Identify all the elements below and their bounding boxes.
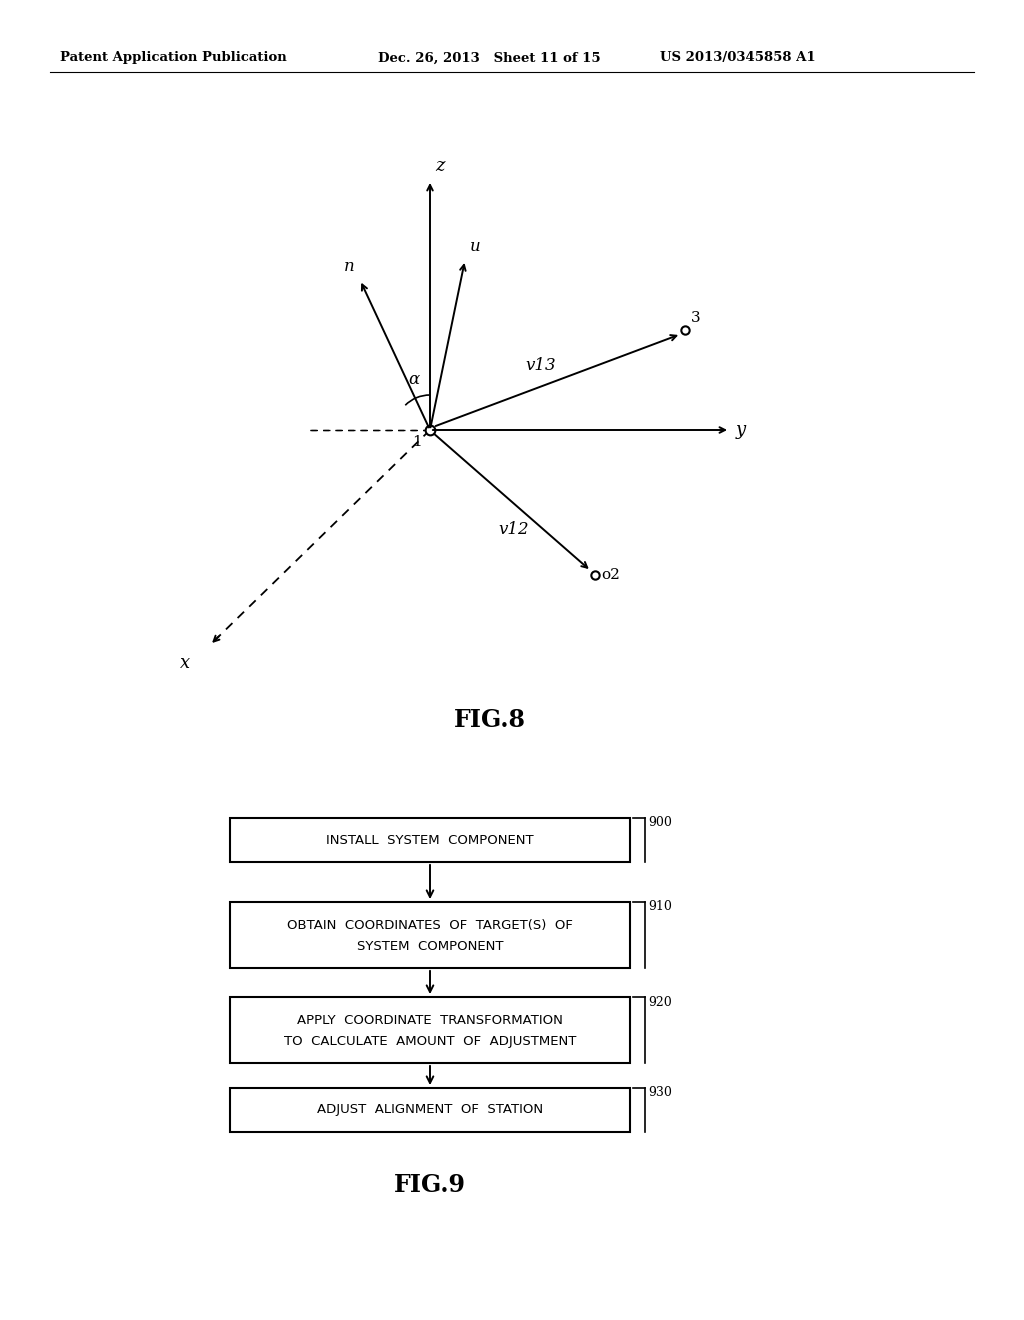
Bar	[230, 997, 630, 1063]
Text: FIG.8: FIG.8	[454, 708, 526, 733]
Text: x: x	[180, 653, 190, 672]
Text: o2: o2	[601, 568, 620, 582]
Text: 920: 920	[648, 995, 672, 1008]
Text: v13: v13	[525, 356, 556, 374]
Bar	[230, 1088, 630, 1133]
Text: Patent Application Publication: Patent Application Publication	[60, 51, 287, 65]
Text: n: n	[344, 257, 355, 275]
Text: APPLY  COORDINATE  TRANSFORMATION: APPLY COORDINATE TRANSFORMATION	[297, 1014, 563, 1027]
Text: 910: 910	[648, 900, 672, 913]
Text: FIG.9: FIG.9	[394, 1173, 466, 1197]
Text: US 2013/0345858 A1: US 2013/0345858 A1	[660, 51, 816, 65]
Text: 900: 900	[648, 817, 672, 829]
Text: v12: v12	[498, 521, 528, 539]
Text: TO  CALCULATE  AMOUNT  OF  ADJUSTMENT: TO CALCULATE AMOUNT OF ADJUSTMENT	[284, 1035, 577, 1048]
Bar	[230, 902, 630, 968]
Text: SYSTEM  COMPONENT: SYSTEM COMPONENT	[356, 940, 503, 953]
Bar	[230, 818, 630, 862]
Text: y: y	[736, 421, 746, 440]
Text: INSTALL  SYSTEM  COMPONENT: INSTALL SYSTEM COMPONENT	[327, 833, 534, 846]
Text: 1: 1	[413, 436, 422, 449]
Text: ADJUST  ALIGNMENT  OF  STATION: ADJUST ALIGNMENT OF STATION	[317, 1104, 543, 1117]
Text: 3: 3	[691, 312, 700, 325]
Text: u: u	[470, 238, 480, 255]
Text: 930: 930	[648, 1086, 672, 1100]
Text: OBTAIN  COORDINATES  OF  TARGET(S)  OF: OBTAIN COORDINATES OF TARGET(S) OF	[287, 919, 573, 932]
Text: Dec. 26, 2013   Sheet 11 of 15: Dec. 26, 2013 Sheet 11 of 15	[378, 51, 601, 65]
Text: α: α	[408, 371, 419, 388]
Text: z: z	[435, 157, 444, 176]
